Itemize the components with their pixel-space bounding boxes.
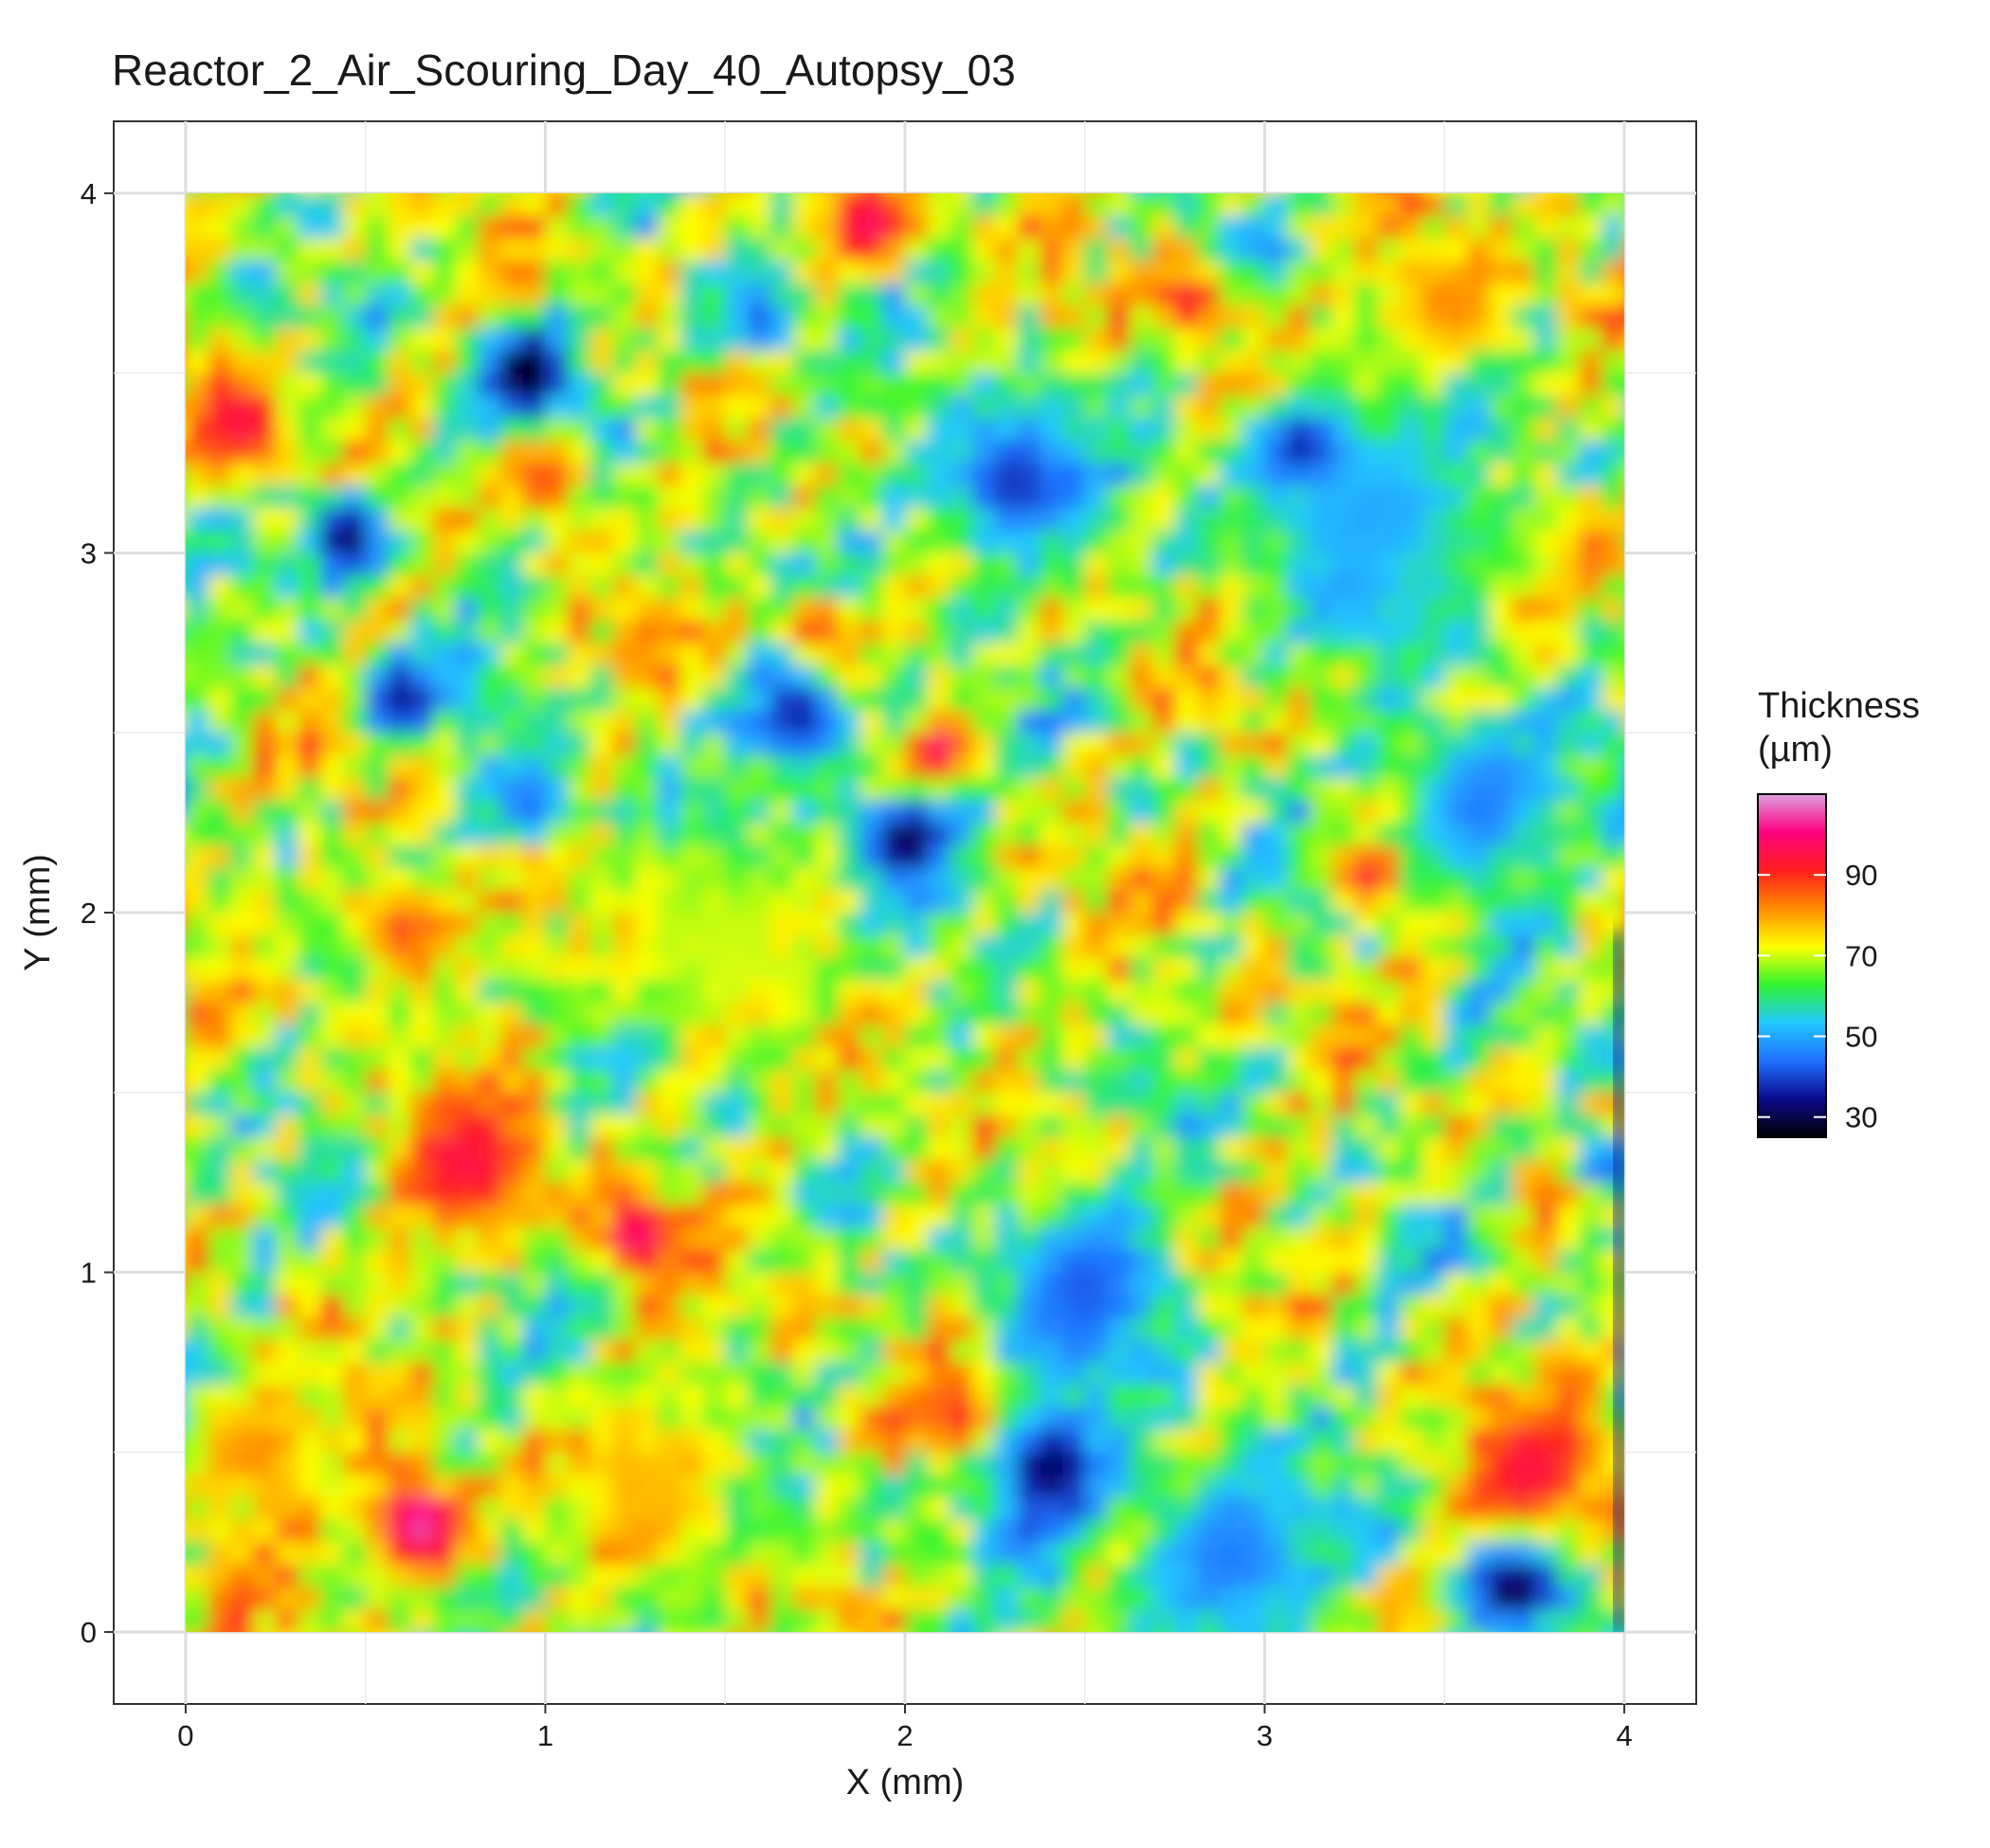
color-legend: Thickness (µm) 30 50 70 90 (1757, 686, 1920, 1138)
legend-tick-label: 30 (1845, 1101, 1877, 1134)
x-tick-label: 1 (537, 1719, 553, 1752)
x-tick-label: 2 (896, 1719, 913, 1752)
legend-colorbar (1757, 793, 1827, 1138)
axes: 0 1 2 3 4 0 1 2 3 4 (81, 177, 1633, 1752)
y-tick-label: 4 (81, 177, 97, 210)
y-axis-label: Y (mm) (18, 854, 58, 971)
legend-title-line1: Thickness (1758, 686, 1920, 726)
field-texture (185, 192, 1625, 1633)
chart-title: Reactor_2_Air_Scouring_Day_40_Autopsy_03 (112, 45, 1016, 95)
legend-tick-label: 90 (1845, 859, 1877, 892)
x-tick-label: 4 (1616, 1719, 1632, 1752)
y-tick-label: 0 (81, 1616, 97, 1649)
y-tick-label: 3 (81, 536, 97, 570)
x-axis-label: X (mm) (846, 1763, 965, 1803)
legend-title-line2: (µm) (1758, 730, 1833, 770)
thickness-field (185, 192, 1625, 1633)
y-tick-label: 2 (81, 897, 97, 930)
y-tick-label: 1 (81, 1257, 97, 1290)
legend-tick-label: 70 (1845, 939, 1877, 972)
legend-tick-label: 50 (1845, 1021, 1877, 1054)
x-tick-label: 0 (177, 1719, 193, 1752)
x-tick-label: 3 (1257, 1719, 1273, 1752)
legend-ticks: 30 50 70 90 (1758, 859, 1877, 1134)
